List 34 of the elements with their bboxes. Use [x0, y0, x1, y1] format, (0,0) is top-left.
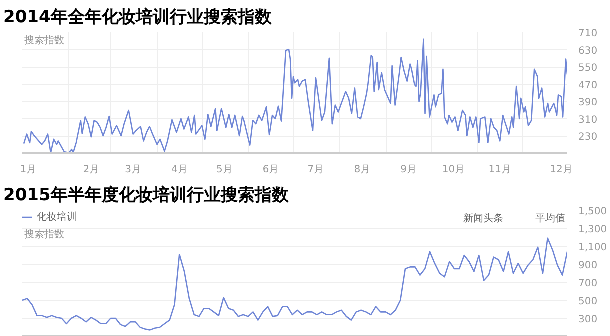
x-tick-label: 1月 [20, 164, 37, 176]
y-tick-label: 1,500 [578, 206, 608, 218]
y-tick-label: 310 [578, 114, 598, 126]
y-tick-label: 710 [578, 28, 598, 40]
x-tick-label: 6月 [262, 164, 280, 176]
y-tick-label: 230 [578, 132, 598, 144]
y-tick-label: 500 [578, 296, 598, 308]
x-tick-label: 12月 [550, 164, 573, 176]
annotation: 新闻头条 [464, 212, 504, 224]
y-tick-label: 390 [578, 98, 598, 109]
legend-label: 化妆培训 [37, 210, 77, 224]
y-tick-label: 700 [578, 278, 598, 290]
x-tick-label: 7月 [308, 164, 324, 176]
y-axis-title: 搜索指数 [24, 228, 64, 240]
y-tick-label: 900 [578, 260, 598, 272]
x-tick-label: 2月 [83, 164, 100, 176]
y-tick-label: 1,100 [578, 242, 608, 254]
y-axis-title: 搜索指数 [24, 34, 64, 46]
y-tick-label: 1,300 [578, 224, 608, 236]
x-tick-label: 8月 [354, 164, 371, 176]
chart-title: 2014年全年化妆培训行业搜索指数 [4, 8, 273, 28]
annotation: 平均值 [536, 212, 566, 224]
x-tick-label: 10月 [442, 164, 466, 176]
x-tick-label: 5月 [216, 164, 233, 176]
x-tick-label: 9月 [400, 164, 417, 176]
y-tick-label: 630 [578, 46, 598, 57]
y-tick-label: 550 [578, 63, 598, 74]
y-tick-label: 300 [578, 314, 598, 326]
x-tick-label: 3月 [125, 164, 142, 176]
y-tick-label: 470 [578, 80, 598, 92]
x-tick-label: 4月 [172, 164, 188, 176]
x-tick-label: 11月 [488, 164, 512, 176]
line-series [22, 238, 568, 331]
chart-title: 2015年半年度化妆培训行业搜索指数 [4, 186, 290, 206]
